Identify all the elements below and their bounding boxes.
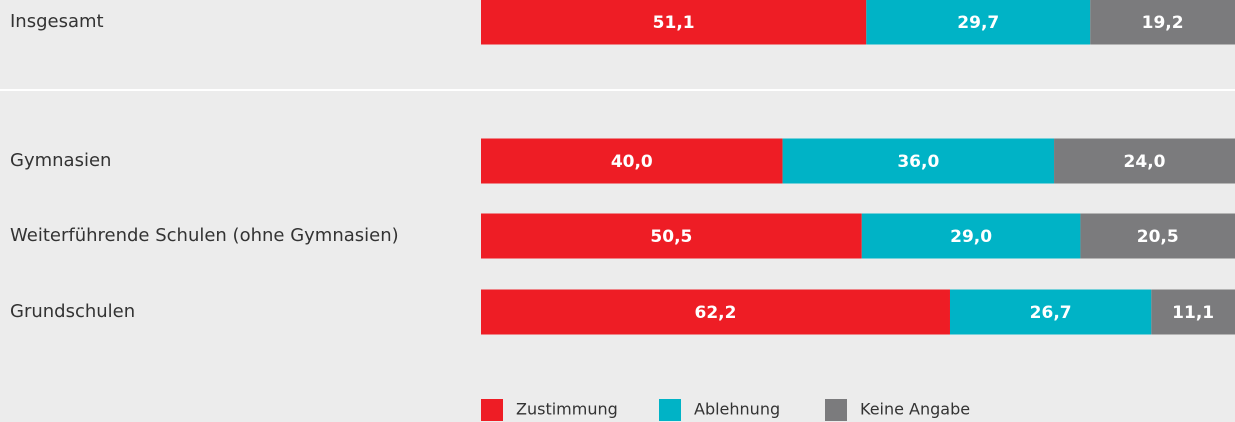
bar-segment xyxy=(1151,289,1235,335)
bar-segment xyxy=(481,213,862,259)
legend-label: Ablehnung xyxy=(694,400,780,419)
value-label: 40,0 xyxy=(611,152,653,172)
value-label: 26,7 xyxy=(1030,303,1072,323)
value-label: 19,2 xyxy=(1142,13,1184,33)
legend-swatch xyxy=(481,399,503,421)
bar-segment xyxy=(1090,0,1235,45)
bar-segment xyxy=(1080,213,1235,259)
value-label: 29,7 xyxy=(957,13,999,33)
value-label: 20,5 xyxy=(1137,227,1179,247)
value-label: 36,0 xyxy=(897,152,939,172)
legend-swatch xyxy=(659,399,681,421)
value-label: 50,5 xyxy=(650,227,692,247)
bar-segment xyxy=(481,0,867,45)
category-label: Insgesamt xyxy=(10,11,104,32)
category-label: Gymnasien xyxy=(10,150,111,171)
value-label: 24,0 xyxy=(1124,152,1166,172)
legend-swatch xyxy=(825,399,847,421)
bar-segment xyxy=(866,0,1091,45)
bar-segment xyxy=(481,289,950,335)
bar-segment xyxy=(949,289,1152,335)
value-label: 11,1 xyxy=(1172,303,1214,323)
legend-label: Zustimmung xyxy=(516,400,618,419)
bar-segment xyxy=(481,138,783,184)
bar-segment xyxy=(1054,138,1235,184)
bar-segment xyxy=(782,138,1055,184)
bar-segment xyxy=(861,213,1081,259)
value-label: 62,2 xyxy=(695,303,737,323)
category-label: Grundschulen xyxy=(10,301,135,322)
value-label: 51,1 xyxy=(653,13,695,33)
legend-label: Keine Angabe xyxy=(860,400,970,419)
category-label: Weiterführende Schulen (ohne Gymnasien) xyxy=(10,225,399,246)
value-label: 29,0 xyxy=(950,227,992,247)
